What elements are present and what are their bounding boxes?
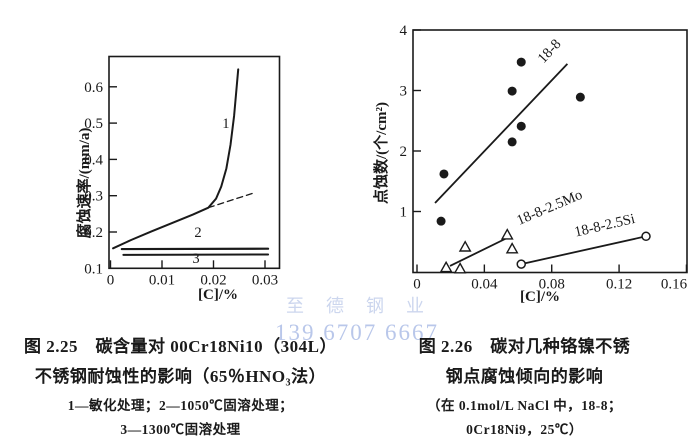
x-tick-label: 0 [413,277,421,293]
point-18-8 [507,86,517,96]
x-tick-label: 0.16 [661,277,688,293]
x-tick-label: 0.04 [471,277,498,293]
fig-2-25-plot: 0 0.01 0.02 0.03 0.1 0.2 0.3 0.4 0.5 0.6 [C]/% 腐蚀速率… [75,55,281,303]
x-axis-label: [C]/% [520,289,560,305]
x-tick-label: 0.08 [539,277,565,293]
series-label-18-8-2.5Mo: 18-8-2.5Mo [514,187,584,229]
point-18-8-2.5Mo [458,240,472,252]
y-axis-label: 点蚀数/(个/cm²) [372,102,390,204]
point-18-8 [575,92,585,102]
y-tick-label: 0.1 [84,261,103,277]
point-18-8-2.5Mo [500,228,514,240]
caption-line: 钢点腐蚀倾向的影响 [445,367,604,386]
y-tick-label: 3 [400,84,408,100]
point-18-8 [516,121,526,131]
caption-line: 图 2.25 碳含量对 00Cr18Ni10（304L） [24,337,337,356]
y-tick-label: 0.6 [84,80,103,96]
figure-2-26-caption: 图 2.26 碳对几种铬镍不锈 钢点腐蚀倾向的影响 （在 0.1mol/L Na… [352,337,697,438]
point-18-8-2.5Mo [505,242,519,254]
point-18-8-2.5Mo [453,262,467,274]
x-tick-label: 0.02 [200,272,226,288]
trend-18-8 [434,63,569,204]
y-tick-label: 4 [400,23,408,39]
series-label-curve-1-sensitized: 1 [222,116,229,132]
caption-line: 1—敏化处理；2—1050℃固溶处理； [67,398,294,413]
y-tick-label: 0.5 [84,116,103,132]
y-tick-label: 0.3 [84,189,103,205]
x-axis-label: [C]/% [198,287,238,303]
y-tick-label: 1 [400,205,408,221]
series-curve-1-sensitized [112,68,240,250]
y-axis-label: 腐蚀速率/(mm/a) [75,128,93,239]
point-18-8 [439,169,449,179]
figure-2-25-caption: 图 2.25 碳含量对 00Cr18Ni10（304L） 不锈钢耐蚀性的影响（6… [8,337,353,438]
caption-line: 不锈钢耐蚀性的影响（65％HNO₃法） [34,367,327,386]
series-curve-1-extrapolation-dashed [207,192,254,209]
series-label-curve-3-solution-1300C: 3 [192,251,199,267]
point-18-8-2.5Si [641,231,651,242]
fig-2-26-plot: 0 0.04 0.08 0.12 0.16 1 2 3 4 [C]/% 点蚀数/(个/cm²) 18-… [372,23,688,305]
caption-line: 图 2.26 碳对几种铬镍不锈 [418,337,631,356]
caption-line: 3—1300℃固溶处理 [120,422,241,437]
series-label-18-8: 18-8 [535,36,565,66]
trend-18-8-2.5Si [521,235,647,266]
caption-line: 0Cr18Ni9，25℃） [466,422,583,437]
y-tick-label: 0.4 [84,152,103,168]
point-18-8 [436,216,446,226]
y-tick-label: 0.2 [84,225,103,241]
x-tick-label: 0.12 [606,277,632,293]
point-18-8 [507,137,517,147]
trend-18-8-2.5Mo [449,236,510,267]
x-tick-label: 0.03 [252,272,278,288]
y-tick-label: 2 [400,144,408,160]
series-label-18-8-2.5Si: 18-8-2.5Si [573,211,637,240]
point-18-8 [516,57,526,67]
series-label-curve-2-solution-1050C: 2 [194,225,201,241]
point-18-8-2.5Si [516,259,526,269]
caption-line: （在 0.1mol/L NaCl 中，18-8； [426,398,622,413]
x-tick-label: 0 [107,272,115,288]
point-18-8-2.5Mo [439,260,453,273]
x-tick-label: 0.01 [149,272,175,288]
